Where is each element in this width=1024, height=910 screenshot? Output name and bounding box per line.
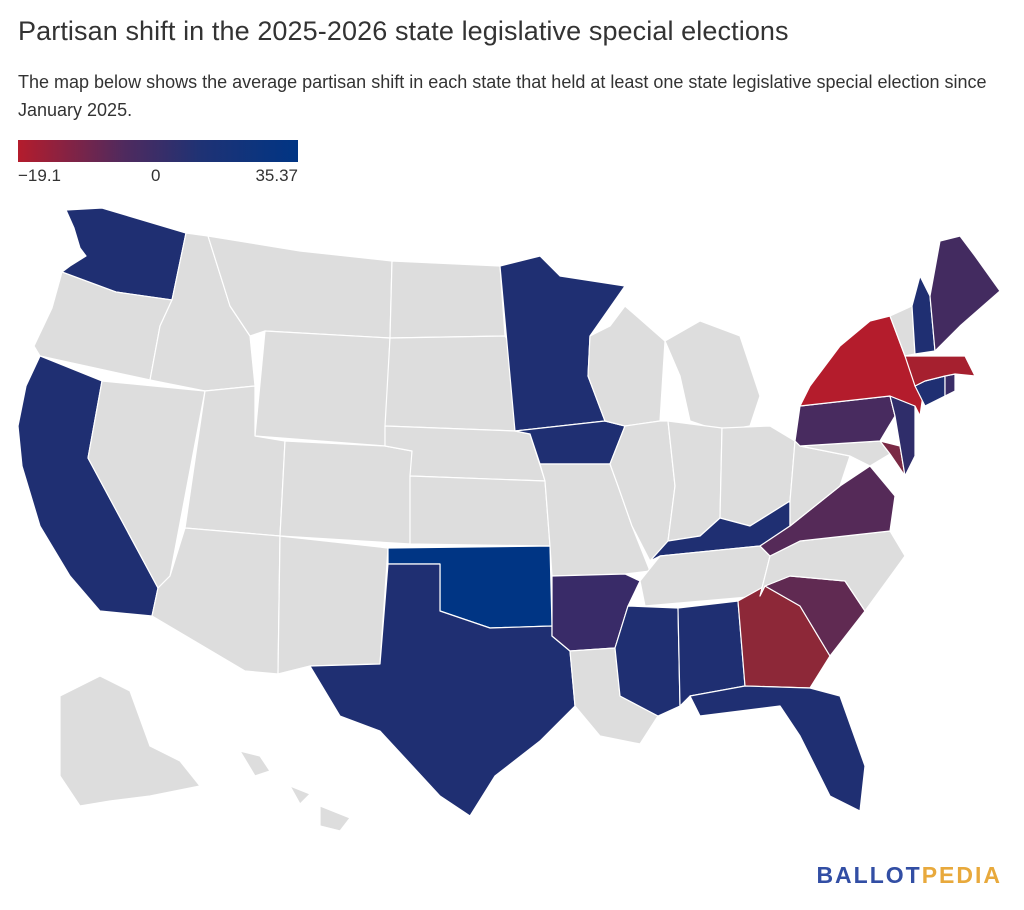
ballotpedia-logo: BALLOTPEDIA (816, 862, 1002, 889)
state-wyoming[interactable] (254, 330, 391, 447)
state-wisconsin[interactable] (587, 305, 666, 427)
state-maine[interactable] (929, 235, 1001, 352)
state-alaska[interactable] (59, 675, 201, 807)
state-colorado[interactable] (279, 440, 413, 545)
legend-min-label: −19.1 (18, 166, 62, 185)
legend-gradient-bar (18, 140, 298, 162)
logo-part-pedia: PEDIA (921, 862, 1002, 888)
legend-mid-label: 0 (151, 166, 161, 185)
map-title: Partisan shift in the 2025-2026 state le… (18, 16, 789, 46)
logo-part-ballot: BALLOT (816, 862, 922, 888)
state-new-hampshire[interactable] (911, 275, 936, 355)
state-south-dakota[interactable] (384, 335, 516, 432)
state-florida[interactable] (689, 685, 866, 812)
us-map (17, 207, 1001, 832)
state-kansas[interactable] (409, 475, 551, 547)
state-hawaii[interactable] (239, 750, 351, 832)
state-new-jersey[interactable] (889, 395, 916, 477)
color-legend: −19.1 0 35.37 (18, 140, 298, 185)
state-rhode-island[interactable] (944, 373, 956, 397)
map-subtitle: The map below shows the average partisan… (18, 72, 987, 120)
state-arizona[interactable] (151, 527, 281, 675)
state-massachusetts[interactable] (904, 355, 976, 387)
state-north-dakota[interactable] (389, 260, 506, 339)
state-michigan[interactable] (664, 320, 761, 432)
state-new-mexico[interactable] (277, 535, 389, 675)
legend-max-label: 35.37 (255, 166, 298, 185)
